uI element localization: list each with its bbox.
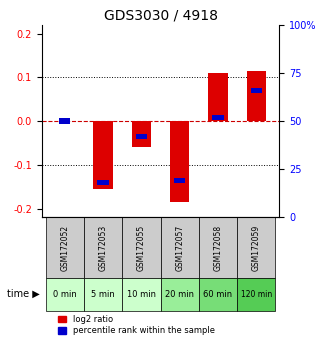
Bar [247, 71, 266, 121]
Text: time ▶: time ▶ [7, 289, 40, 299]
Bar [59, 119, 71, 124]
Bar [212, 115, 224, 120]
Text: 0 min: 0 min [53, 290, 77, 299]
FancyBboxPatch shape [160, 217, 199, 278]
Text: 10 min: 10 min [127, 290, 156, 299]
Text: GSM172053: GSM172053 [99, 224, 108, 271]
Bar [174, 178, 186, 183]
Text: 20 min: 20 min [165, 290, 194, 299]
Bar [135, 134, 147, 139]
FancyBboxPatch shape [46, 278, 84, 311]
Text: 120 min: 120 min [241, 290, 272, 299]
Bar [170, 121, 189, 202]
Title: GDS3030 / 4918: GDS3030 / 4918 [103, 8, 218, 22]
Bar [208, 73, 228, 121]
FancyBboxPatch shape [237, 278, 275, 311]
FancyBboxPatch shape [84, 217, 122, 278]
FancyBboxPatch shape [199, 217, 237, 278]
FancyBboxPatch shape [122, 278, 160, 311]
Bar [132, 121, 151, 147]
Text: 5 min: 5 min [91, 290, 115, 299]
Text: GSM172059: GSM172059 [252, 224, 261, 271]
Text: GSM172058: GSM172058 [213, 224, 222, 270]
Text: GSM172055: GSM172055 [137, 224, 146, 271]
Bar [250, 88, 262, 93]
FancyBboxPatch shape [237, 217, 275, 278]
Bar [97, 180, 109, 185]
FancyBboxPatch shape [160, 278, 199, 311]
FancyBboxPatch shape [122, 217, 160, 278]
Legend: log2 ratio, percentile rank within the sample: log2 ratio, percentile rank within the s… [58, 315, 215, 336]
Bar [93, 121, 113, 189]
Text: 60 min: 60 min [204, 290, 232, 299]
Text: GSM172057: GSM172057 [175, 224, 184, 271]
FancyBboxPatch shape [84, 278, 122, 311]
FancyBboxPatch shape [199, 278, 237, 311]
FancyBboxPatch shape [46, 217, 84, 278]
Text: GSM172052: GSM172052 [60, 224, 69, 270]
